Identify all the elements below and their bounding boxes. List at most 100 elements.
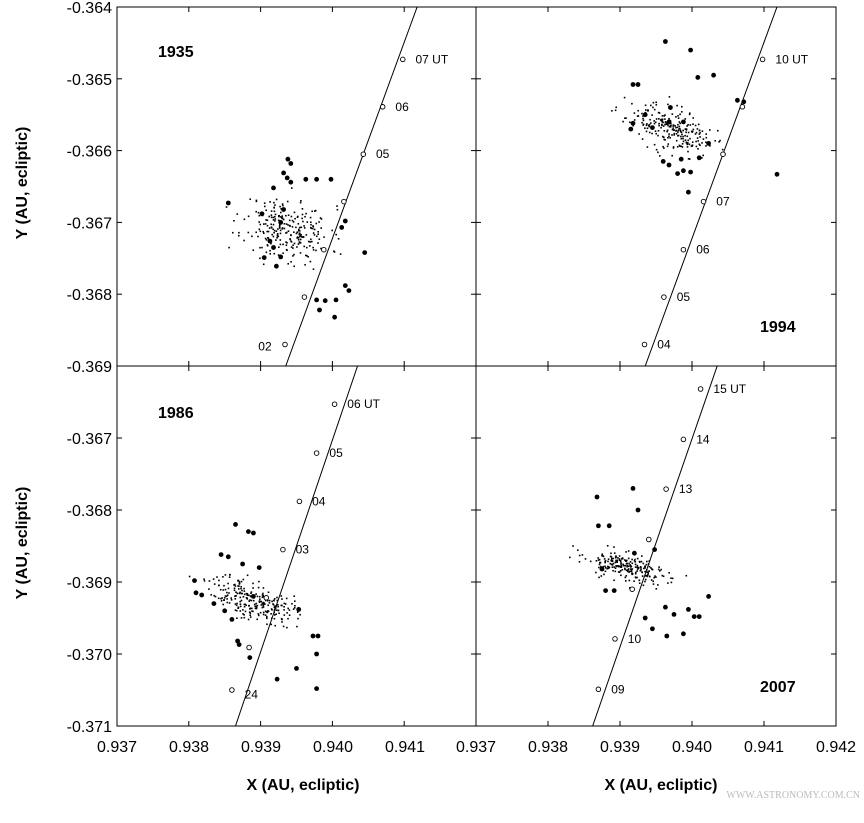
x-axis-label-left: X (AU, ecliptic) xyxy=(247,777,360,794)
dust-dot xyxy=(275,198,278,201)
x-tick-label: 0.938 xyxy=(528,739,568,756)
dust-dot xyxy=(224,574,227,576)
dust-dot xyxy=(650,567,652,569)
dust-dot xyxy=(297,237,300,239)
hour-marker xyxy=(661,294,667,300)
dust-dot xyxy=(250,595,252,598)
dust-dot xyxy=(297,239,300,241)
dust-dot xyxy=(688,143,691,146)
dust-dot xyxy=(253,603,256,606)
dust-dot xyxy=(657,134,659,137)
y-axis-label-bottom: Y (AU, ecliptic) xyxy=(14,487,31,600)
dust-dot xyxy=(671,154,673,157)
dust-dot xyxy=(598,558,601,561)
dust-dot xyxy=(279,229,282,232)
dust-dot xyxy=(639,561,641,563)
dust-dot xyxy=(616,561,618,563)
dust-dot xyxy=(249,616,252,618)
dust-dot xyxy=(233,220,235,222)
particle-point xyxy=(686,607,691,612)
dust-dot xyxy=(273,229,276,232)
dust-dot xyxy=(208,588,210,590)
particle-point xyxy=(362,250,368,256)
dust-dot xyxy=(277,604,279,606)
dust-dot xyxy=(648,570,650,572)
dust-dot xyxy=(226,598,228,600)
dust-dot xyxy=(676,104,678,107)
dust-dot xyxy=(301,208,304,210)
dust-dot xyxy=(242,609,244,611)
particle-point xyxy=(603,588,608,593)
dust-dot xyxy=(697,140,699,142)
dust-dot xyxy=(657,111,660,114)
dust-dot xyxy=(636,557,639,560)
dust-dot xyxy=(238,231,240,234)
dust-dot xyxy=(283,606,285,608)
dust-dot xyxy=(629,570,631,573)
dust-dot xyxy=(261,594,264,596)
dust-dot xyxy=(258,214,261,217)
dust-dot xyxy=(675,139,678,142)
dust-dot xyxy=(274,218,277,220)
dust-dot xyxy=(645,109,647,111)
dust-dot xyxy=(250,591,253,593)
hour-marker xyxy=(759,56,766,63)
dust-dot xyxy=(216,576,218,578)
panel-1986: 06 UT 05 04 03 24 1986 xyxy=(116,365,477,727)
dust-dot xyxy=(624,564,626,567)
dust-dot xyxy=(677,115,679,117)
dust-dot xyxy=(672,147,675,149)
dust-dot xyxy=(270,608,273,610)
dust-dot xyxy=(653,143,656,146)
dust-dot xyxy=(259,611,262,614)
dust-dot xyxy=(578,554,581,557)
dust-dot xyxy=(293,231,295,233)
dust-dot xyxy=(262,606,265,608)
dust-dot xyxy=(268,599,271,602)
dust-dot xyxy=(641,571,643,573)
dust-dot xyxy=(214,595,217,598)
dust-dot xyxy=(259,246,261,249)
dust-dot xyxy=(638,579,641,582)
particle-point xyxy=(706,141,711,146)
y-tick-label: -0.370 xyxy=(67,647,112,664)
dust-dot xyxy=(629,561,632,563)
particle-point xyxy=(251,530,256,536)
dust-dot xyxy=(687,131,690,134)
dust-dot xyxy=(283,602,286,605)
dust-dot xyxy=(687,142,689,144)
dust-dot xyxy=(671,134,673,136)
particle-point xyxy=(332,314,337,320)
dust-dot xyxy=(337,238,340,240)
dust-dot xyxy=(282,204,284,207)
dust-dot xyxy=(323,236,325,238)
dust-dot xyxy=(692,117,694,119)
dust-dot xyxy=(271,233,273,236)
dust-dot xyxy=(315,249,317,252)
dust-dot xyxy=(249,607,252,610)
dust-dot xyxy=(626,569,628,572)
dust-dot xyxy=(267,591,270,594)
dust-dot xyxy=(631,558,633,561)
particle-point xyxy=(599,566,605,572)
dust-dot xyxy=(664,121,667,123)
dust-dot xyxy=(673,129,676,131)
dust-dot xyxy=(248,600,250,602)
dust-dot xyxy=(285,214,287,217)
dust-dot xyxy=(300,235,303,238)
dust-dot xyxy=(278,246,280,248)
dust-dot xyxy=(313,228,316,231)
dust-dot xyxy=(283,614,286,616)
dust-dot xyxy=(227,587,230,590)
dust-dot xyxy=(264,599,267,602)
dust-dot xyxy=(272,219,275,221)
particle-point xyxy=(706,594,711,599)
dust-dot xyxy=(631,102,633,105)
dust-dot xyxy=(259,223,262,226)
dust-dot xyxy=(282,243,284,246)
dust-dot xyxy=(687,124,689,126)
dust-dot xyxy=(620,558,623,560)
dust-dot xyxy=(678,121,681,123)
dust-dot xyxy=(306,221,309,223)
dust-dot xyxy=(691,131,694,133)
